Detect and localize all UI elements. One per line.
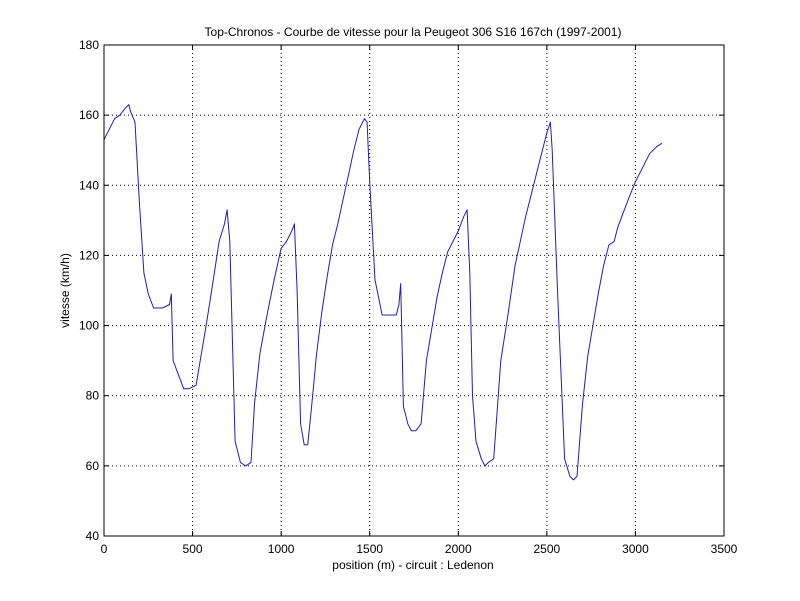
y-tick-label: 160 [79, 108, 99, 122]
x-tick-label: 3500 [711, 542, 738, 556]
y-tick-label: 140 [79, 178, 99, 192]
plot-frame [103, 44, 725, 537]
axis-ticks: 0 500 1000 1500 2000 2500 3000 3500 40 60 80 100 120… [79, 38, 738, 556]
y-tick-label: 80 [86, 389, 100, 403]
y-tick-label: 180 [79, 38, 99, 52]
x-tick-label: 1000 [268, 542, 295, 556]
y-tick-label: 60 [86, 459, 100, 473]
x-tick-label: 0 [101, 542, 108, 556]
x-tick-label: 3000 [622, 542, 649, 556]
x-tick-label: 2500 [534, 542, 561, 556]
data-series [103, 104, 663, 481]
x-tick-label: 500 [183, 542, 203, 556]
speed-line [103, 104, 663, 481]
x-axis-label: position (m) - circuit : Ledenon [332, 558, 493, 572]
y-tick-label: 100 [79, 319, 99, 333]
y-tick-label: 120 [79, 248, 99, 262]
plot-area [104, 45, 724, 536]
y-axis-label: vitesse (km/h) [58, 253, 72, 328]
x-tick-label: 2000 [445, 542, 472, 556]
x-tick-label: 1500 [356, 542, 383, 556]
chart-title: Top-Chronos - Courbe de vitesse pour la … [205, 25, 622, 39]
y-tick-label: 40 [86, 529, 100, 543]
